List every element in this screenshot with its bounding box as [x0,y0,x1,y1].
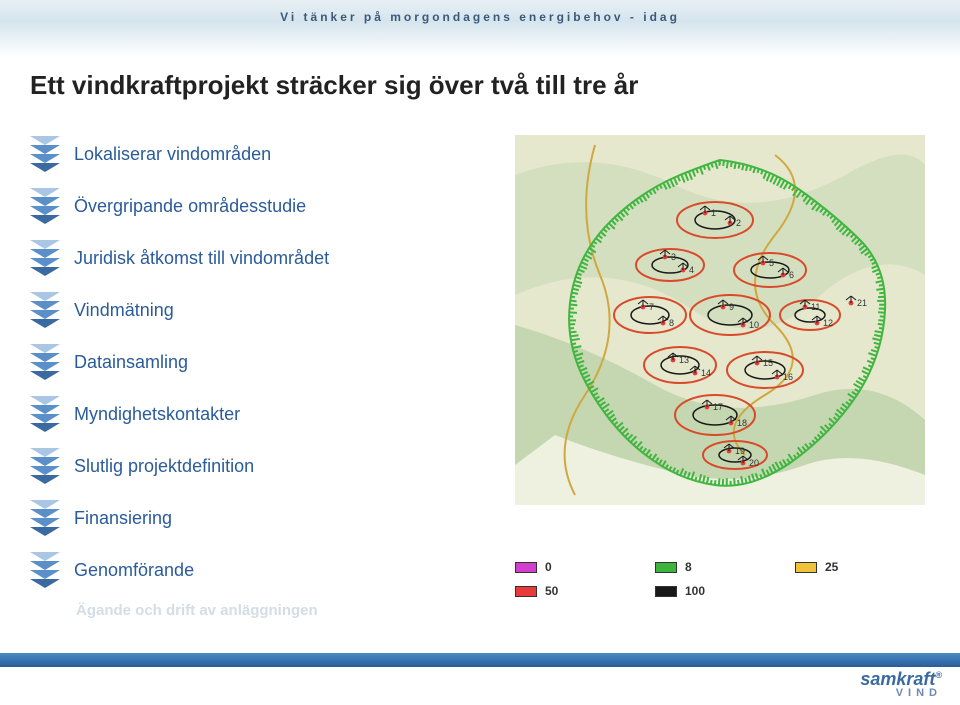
svg-text:10: 10 [749,320,759,330]
svg-text:3: 3 [671,252,676,262]
svg-text:11: 11 [811,302,820,312]
svg-text:21: 21 [857,298,867,308]
legend-item: 0 [515,560,605,574]
logo-subtitle: VIND [860,688,942,699]
legend-label: 100 [685,584,705,598]
step-chevrons [30,396,60,432]
brand-logo: samkraft® VIND [860,670,942,699]
step-chevrons [30,240,60,276]
svg-text:8: 8 [669,318,674,328]
svg-text:1: 1 [711,208,716,218]
step-chevrons [30,500,60,536]
svg-text:16: 16 [783,372,793,382]
legend-label: 8 [685,560,692,574]
svg-text:20: 20 [749,458,759,468]
legend-swatch [515,562,537,573]
svg-text:19: 19 [735,446,745,456]
step-chevrons [30,188,60,224]
map-legend: 0 8 25 50 100 [515,560,935,598]
step-chevrons [30,448,60,484]
step-chevrons [30,292,60,328]
ghost-step: Ägande och drift av anläggningen [76,602,460,619]
process-step: Slutlig projektdefinition [30,442,460,490]
step-chevrons [30,552,60,588]
legend-label: 25 [825,560,838,574]
process-step: Finansiering [30,494,460,542]
process-step: Myndighetskontakter [30,390,460,438]
process-step: Lokaliserar vindområden [30,130,460,178]
process-step: Juridisk åtkomst till vindområdet [30,234,460,282]
step-chevrons [30,344,60,380]
svg-text:7: 7 [649,302,654,312]
legend-swatch [655,586,677,597]
legend-swatch [515,586,537,597]
step-chevrons [30,136,60,172]
legend-item: 50 [515,584,605,598]
step-label: Lokaliserar vindområden [74,144,271,165]
tagline: Vi tänker på morgondagens energibehov - … [0,10,960,24]
svg-text:17: 17 [713,402,723,412]
svg-text:4: 4 [689,265,694,275]
footer-bar [0,653,960,667]
logo-name: samkraft [860,669,935,689]
wind-area-map: 123456789101112131415161718192021 [515,135,925,505]
step-label: Datainsamling [74,352,188,373]
svg-text:9: 9 [729,302,734,312]
svg-text:15: 15 [763,358,773,368]
step-label: Genomförande [74,560,194,581]
process-step: Genomförande [30,546,460,594]
step-label: Finansiering [74,508,172,529]
legend-item: 8 [655,560,745,574]
registered-mark: ® [935,670,942,680]
legend-item: 25 [795,560,885,574]
svg-text:14: 14 [701,368,711,378]
svg-text:6: 6 [789,270,794,280]
process-step: Vindmätning [30,286,460,334]
map-panel: 123456789101112131415161718192021 [515,135,925,505]
process-step: Övergripande områdesstudie [30,182,460,230]
svg-text:5: 5 [769,258,774,268]
steps-column: Lokaliserar vindområden Övergripande omr… [30,130,460,619]
process-step: Datainsamling [30,338,460,386]
legend-label: 50 [545,584,558,598]
page-title: Ett vindkraftprojekt sträcker sig över t… [30,70,638,101]
svg-text:12: 12 [823,318,833,328]
svg-text:2: 2 [736,218,741,228]
legend-swatch [795,562,817,573]
legend-label: 0 [545,560,552,574]
svg-text:13: 13 [679,355,689,365]
step-label: Myndighetskontakter [74,404,240,425]
step-label: Vindmätning [74,300,174,321]
svg-text:18: 18 [737,418,747,428]
legend-swatch [655,562,677,573]
step-label: Juridisk åtkomst till vindområdet [74,248,329,269]
legend-item: 100 [655,584,745,598]
step-label: Övergripande områdesstudie [74,196,306,217]
step-label: Slutlig projektdefinition [74,456,254,477]
